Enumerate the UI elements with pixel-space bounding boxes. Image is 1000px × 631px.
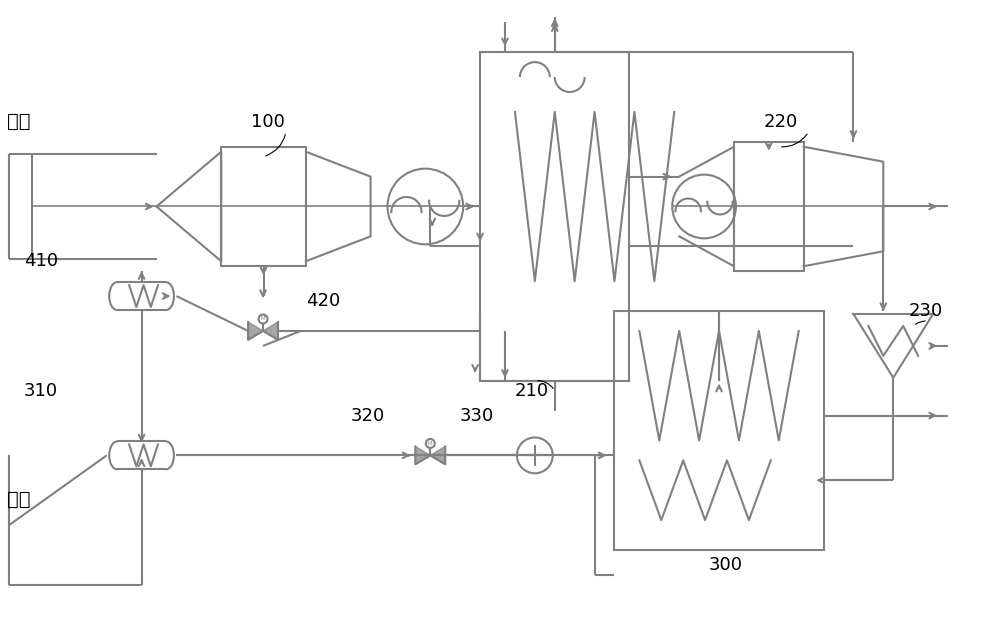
Text: M: M [261,317,265,321]
Polygon shape [430,446,445,464]
Text: 100: 100 [251,113,285,131]
Text: 空气: 空气 [7,112,31,131]
Text: 410: 410 [24,252,58,270]
Text: 燃料: 燃料 [7,490,31,509]
Text: 420: 420 [306,292,340,310]
Text: 210: 210 [515,382,549,399]
Text: 330: 330 [460,406,494,425]
Text: 300: 300 [709,556,743,574]
Bar [221,147,306,266]
Polygon shape [248,322,263,340]
Text: 230: 230 [908,302,942,320]
Polygon shape [263,322,278,340]
Text: 220: 220 [764,113,798,131]
Bar [734,142,804,271]
Polygon shape [415,446,430,464]
Bar [480,52,629,380]
Bar [614,311,824,550]
Text: 310: 310 [24,382,58,399]
Text: 320: 320 [351,406,385,425]
Text: M: M [428,441,433,446]
